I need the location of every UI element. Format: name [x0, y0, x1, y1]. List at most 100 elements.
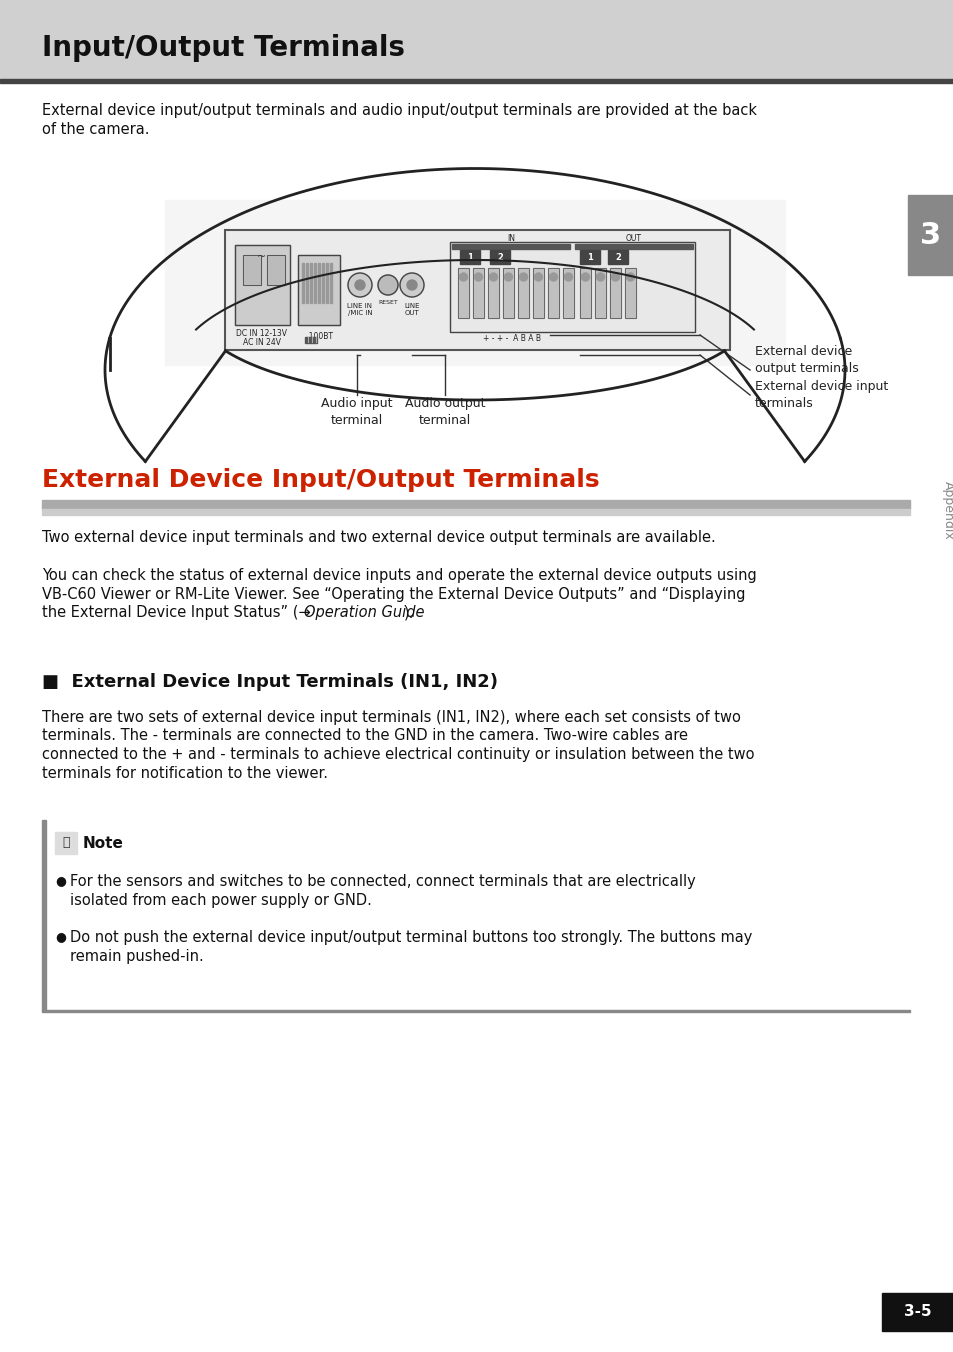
Bar [267, 256, 285, 285]
Circle shape [626, 273, 634, 281]
Bar [326, 264, 328, 303]
Text: Two external device input terminals and two external device output terminals are: Two external device input terminals and … [42, 530, 715, 545]
Bar [459, 250, 479, 264]
Bar [579, 268, 590, 318]
Circle shape [534, 273, 542, 281]
Bar [42, 1010, 909, 1011]
Text: Operation Guide: Operation Guide [304, 604, 424, 621]
Text: Note: Note [83, 836, 124, 850]
Bar [533, 268, 543, 318]
Bar [302, 264, 304, 303]
Bar [517, 268, 529, 318]
Bar [234, 245, 290, 324]
Bar [225, 230, 729, 350]
Bar [607, 250, 627, 264]
Bar [0, 78, 953, 82]
Bar [488, 268, 498, 318]
Circle shape [549, 273, 557, 281]
Bar [42, 508, 909, 515]
Text: External device input
terminals: External device input terminals [754, 380, 887, 410]
Text: ●: ● [55, 930, 66, 942]
Text: isolated from each power supply or GND.: isolated from each power supply or GND. [70, 892, 372, 907]
Text: External device input/output terminals and audio input/output terminals are prov: External device input/output terminals a… [42, 103, 757, 118]
Text: 2: 2 [615, 253, 620, 261]
Text: ■  External Device Input Terminals (IN1, IN2): ■ External Device Input Terminals (IN1, … [42, 673, 497, 691]
Bar [306, 264, 308, 303]
Bar [243, 256, 261, 285]
Bar [502, 268, 514, 318]
Bar [609, 268, 620, 318]
Text: OUT: OUT [404, 310, 419, 316]
Circle shape [564, 273, 572, 281]
Text: External Device Input/Output Terminals: External Device Input/Output Terminals [42, 468, 599, 492]
Bar [595, 268, 605, 318]
Text: 3: 3 [920, 220, 941, 250]
Text: Input/Output Terminals: Input/Output Terminals [42, 34, 405, 62]
Text: ).: ). [403, 604, 414, 621]
Circle shape [355, 280, 365, 289]
Bar [457, 268, 469, 318]
Text: DC IN 12-13V: DC IN 12-13V [236, 329, 287, 338]
Bar [305, 337, 316, 343]
Circle shape [596, 273, 604, 281]
Bar [609, 268, 620, 318]
Circle shape [407, 280, 416, 289]
Bar [882, 1293, 953, 1330]
Bar [547, 268, 558, 318]
Bar [907, 195, 953, 274]
Bar [450, 242, 695, 333]
Text: remain pushed-in.: remain pushed-in. [70, 949, 204, 964]
Bar [624, 268, 636, 318]
Bar [310, 264, 312, 303]
Bar [533, 268, 543, 318]
Text: RESET: RESET [377, 300, 397, 306]
Bar [330, 264, 332, 303]
Bar [473, 268, 483, 318]
Circle shape [348, 273, 372, 297]
Text: ~: ~ [257, 251, 266, 262]
Text: ●: ● [55, 873, 66, 887]
Text: LINE: LINE [404, 303, 419, 310]
Bar [297, 256, 339, 324]
Bar [225, 230, 729, 350]
Bar [322, 264, 324, 303]
Bar [502, 268, 514, 318]
Text: Appendix: Appendix [941, 480, 953, 539]
Bar [55, 831, 77, 854]
Text: 100BT: 100BT [304, 333, 334, 341]
Text: AC IN 24V: AC IN 24V [243, 338, 281, 347]
Text: VB-C60 Viewer or RM-Lite Viewer. See “Operating the External Device Outputs” and: VB-C60 Viewer or RM-Lite Viewer. See “Op… [42, 587, 744, 602]
Text: + - + -  A B A B: + - + - A B A B [482, 334, 540, 343]
Text: 1: 1 [586, 253, 593, 261]
Bar [314, 264, 315, 303]
Bar [267, 256, 285, 285]
Circle shape [519, 273, 527, 281]
Bar [575, 243, 692, 249]
Text: For the sensors and switches to be connected, connect terminals that are electri: For the sensors and switches to be conne… [70, 873, 695, 890]
Text: 2: 2 [497, 253, 502, 261]
Bar [234, 245, 290, 324]
Text: Audio input
terminal: Audio input terminal [321, 397, 393, 427]
Bar [165, 200, 784, 365]
Bar [547, 268, 558, 318]
Bar [473, 268, 483, 318]
Circle shape [399, 273, 423, 297]
Text: IN: IN [506, 234, 515, 243]
Bar [562, 268, 574, 318]
Text: 3-5: 3-5 [903, 1305, 931, 1320]
Bar [624, 268, 636, 318]
Text: terminals. The - terminals are connected to the GND in the camera. Two-wire cabl: terminals. The - terminals are connected… [42, 729, 687, 744]
Text: /MIC IN: /MIC IN [347, 310, 372, 316]
Bar [297, 256, 339, 324]
Circle shape [474, 273, 482, 281]
Bar [243, 256, 261, 285]
Bar [317, 264, 319, 303]
Text: You can check the status of external device inputs and operate the external devi: You can check the status of external dev… [42, 568, 756, 583]
Bar [517, 268, 529, 318]
Circle shape [377, 274, 397, 295]
Text: terminals for notification to the viewer.: terminals for notification to the viewer… [42, 765, 328, 780]
Text: of the camera.: of the camera. [42, 122, 150, 137]
Text: External device
output terminals: External device output terminals [754, 345, 858, 375]
Bar [488, 268, 498, 318]
Bar [457, 268, 469, 318]
